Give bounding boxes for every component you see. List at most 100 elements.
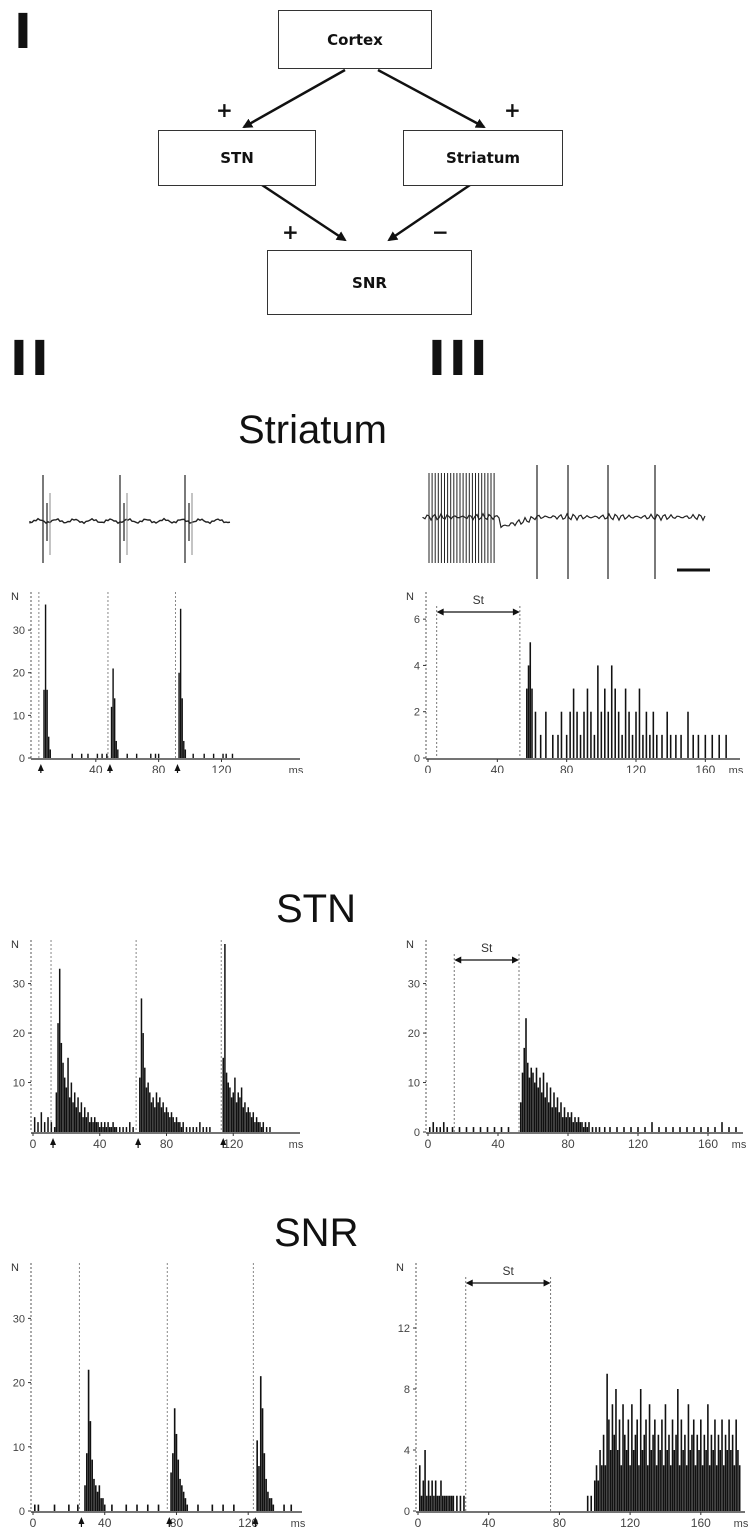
histogram-bar	[519, 1102, 522, 1132]
histogram-bar	[579, 734, 582, 758]
histogram-bar	[590, 711, 592, 758]
histogram-bar	[160, 1107, 163, 1132]
histogram-bar	[623, 1127, 625, 1132]
histogram-bar	[710, 1434, 713, 1511]
histogram-bar	[526, 1062, 529, 1132]
histogram-bar	[60, 1042, 63, 1132]
y-tick-label: 10	[13, 710, 25, 722]
histogram-bar	[259, 1122, 261, 1132]
histogram-bar	[46, 689, 48, 758]
histogram-bar	[103, 1504, 106, 1511]
histogram-bar	[197, 1504, 199, 1511]
histogram-bar	[601, 1465, 603, 1511]
histogram-bar	[212, 753, 215, 758]
histogram-bar	[671, 1419, 674, 1511]
histogram-bar	[418, 1465, 421, 1511]
histogram-bar	[125, 1504, 128, 1511]
histogram-bar	[645, 711, 648, 758]
histogram-bar	[576, 711, 578, 758]
histogram-bar	[609, 1127, 611, 1132]
stimulus-arrow	[50, 1138, 57, 1145]
histogram-bar	[643, 1434, 646, 1511]
histogram-bar	[697, 734, 700, 758]
histogram-bar	[157, 753, 160, 758]
histogram-bar	[678, 1465, 681, 1511]
y-tick-label: 4	[404, 1445, 410, 1457]
region-title-snr: SNR	[274, 1211, 359, 1255]
histogram-bar	[446, 1127, 449, 1132]
histogram-bar	[96, 1491, 99, 1511]
histogram-bar	[142, 1033, 144, 1132]
histogram-bar	[685, 1465, 688, 1511]
histogram-bar	[179, 1478, 181, 1511]
histogram-bar	[261, 1408, 264, 1511]
histogram-bar	[581, 1122, 583, 1132]
histogram-bar	[668, 1434, 670, 1511]
histogram-bar	[167, 1112, 169, 1132]
histogram-bar	[145, 1087, 148, 1132]
histogram-bar	[493, 1127, 496, 1132]
histogram-bar	[157, 1102, 159, 1132]
histogram-bar	[63, 1077, 66, 1132]
histogram-bar	[265, 1127, 268, 1132]
histogram-bar	[183, 740, 185, 758]
histogram-bar	[648, 1404, 651, 1511]
histogram-bar	[239, 1097, 241, 1132]
histogram-bar	[87, 1112, 89, 1132]
histogram-bar	[433, 1495, 435, 1511]
histogram-bar	[691, 1434, 693, 1511]
histogram-bar	[442, 1122, 445, 1132]
histogram-bar	[507, 1127, 510, 1132]
histogram-bar	[625, 1450, 628, 1511]
histogram-bar	[77, 1097, 79, 1132]
histogram-bar	[115, 740, 117, 758]
y-axis-label: N	[406, 939, 414, 951]
x-tick-label: 160	[695, 763, 715, 773]
histogram-bar	[119, 1127, 121, 1132]
histogram-bar	[707, 1404, 709, 1511]
histogram-bar	[139, 1077, 141, 1132]
stimulus-arrow	[135, 1138, 142, 1145]
stimulus-bracket-left-head	[454, 956, 462, 964]
y-axis-label: N	[396, 1262, 404, 1274]
histogram-bar	[146, 1504, 149, 1511]
stimulus-label: St	[481, 941, 493, 955]
histogram-bar	[255, 1117, 258, 1132]
histogram-bar	[154, 1107, 156, 1132]
histogram-bar	[675, 734, 677, 758]
histogram-bar	[181, 698, 183, 758]
histogram-bar	[104, 1122, 106, 1132]
histogram-bar	[472, 1127, 475, 1132]
histogram-bar	[250, 1117, 253, 1132]
histogram-bar	[94, 1485, 97, 1511]
histogram-bar	[595, 1127, 597, 1132]
histogram-bar	[245, 1112, 248, 1132]
x-axis-unit: ms	[732, 1139, 747, 1150]
y-tick-label: 20	[13, 668, 25, 680]
histogram-bar	[173, 1408, 176, 1511]
histogram-striatum-ii: N 0 10 20 30 40 80 120 ms	[11, 591, 304, 773]
histogram-bar	[434, 1480, 437, 1511]
y-axis-label: N	[11, 591, 19, 603]
histogram-bar	[614, 688, 616, 758]
histogram-bar	[604, 688, 606, 758]
histogram-bar	[631, 734, 634, 758]
histogram-bar	[606, 1373, 608, 1511]
histogram-bar	[652, 1434, 654, 1511]
trace-baseline	[422, 512, 706, 529]
histogram-bar	[105, 1127, 108, 1132]
histogram-bar	[582, 1127, 585, 1132]
histogram-bar	[634, 1434, 637, 1511]
histogram-bar	[78, 1112, 81, 1132]
panel-label-ii: II	[10, 331, 52, 387]
histogram-bar	[57, 1023, 59, 1132]
histogram-bar	[609, 1450, 612, 1511]
histogram-bar	[152, 1097, 154, 1132]
histogram-bar	[719, 1450, 722, 1511]
histogram-bar	[586, 1127, 589, 1132]
histogram-bar	[260, 1127, 263, 1132]
histogram-bar	[621, 734, 623, 758]
histogram-bar	[682, 1450, 684, 1511]
histogram-bar	[269, 1127, 271, 1132]
histogram-bar	[650, 1450, 653, 1511]
